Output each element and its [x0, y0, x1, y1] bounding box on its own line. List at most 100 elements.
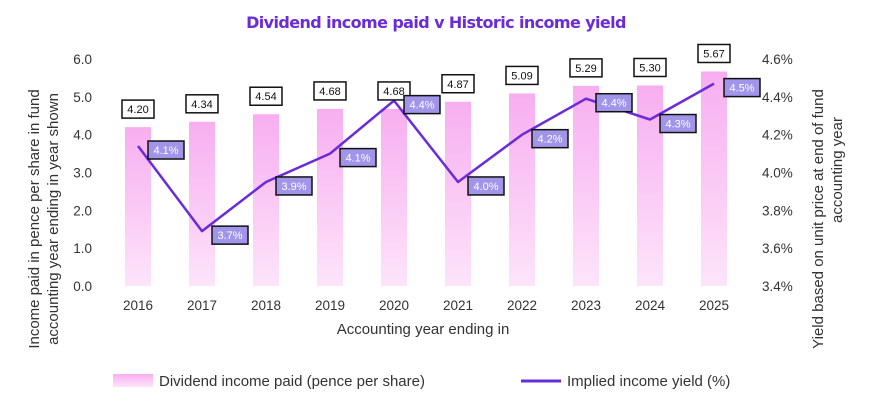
yield-label-box: [531, 128, 569, 149]
y-tick-label: 0.0: [73, 279, 92, 294]
legend-bar-label: Dividend income paid (pence per share): [159, 373, 425, 390]
yield-label-box: [595, 92, 633, 113]
bar-label-text: 5.09: [511, 70, 532, 82]
x-tick-label: 2021: [443, 298, 473, 313]
y2-tick-label: 4.0%: [762, 166, 793, 181]
bar-label-box: [377, 81, 411, 101]
y2-axis-title-line-1: Yield based on unit price at end of fund: [810, 89, 827, 349]
bar-label-box: [121, 99, 155, 119]
yield-label-text: 4.5%: [729, 83, 754, 95]
y-tick-label: 3.0: [73, 166, 92, 181]
yield-value-labels: 4.1% 3.7% 3.9% 4.1% 4.4% 4.0% 4.2% 4.4% 4.3% 4.5%: [147, 77, 761, 245]
yield-label-box: [403, 94, 441, 115]
y2-tick-label: 4.4%: [762, 90, 793, 105]
dividend-bars: [125, 71, 727, 286]
bar-label-box: [185, 94, 219, 114]
yield-label-text: 3.9%: [281, 181, 306, 193]
y2-tick-label: 4.2%: [762, 128, 793, 143]
bar-label-text: 4.68: [383, 86, 404, 98]
x-axis: 2016 2017 2018 2019 2020 2021 2022 2023 2024 2025: [123, 298, 729, 313]
bar-value-label: 4.68: [313, 81, 347, 101]
x-tick-label: 2020: [379, 298, 409, 313]
yield-label-text: 4.0%: [473, 181, 498, 193]
bar-value-label: 4.34: [185, 94, 219, 114]
bar-label-box: [697, 43, 731, 64]
yield-value-label: 3.9%: [275, 176, 313, 196]
dividend-bar: [445, 101, 471, 286]
legend: Dividend income paid (pence per share) I…: [113, 373, 730, 390]
yield-value-label: 4.1%: [147, 140, 185, 160]
x-tick-label: 2023: [571, 298, 601, 313]
yield-label-box: [211, 225, 249, 245]
chart-title: Dividend income paid v Historic income y…: [246, 13, 626, 32]
bar-value-label: 4.68: [377, 81, 411, 101]
y-axis-title-line-1: Income paid in pence per share in fund: [26, 89, 43, 348]
yield-label-box: [467, 176, 505, 196]
yield-label-text: 4.4%: [409, 100, 434, 112]
yield-label-text: 4.4%: [601, 98, 626, 110]
bar-label-text: 5.67: [703, 48, 724, 60]
bar-label-text: 4.34: [191, 99, 212, 111]
bar-value-label: 4.20: [121, 99, 155, 119]
yield-label-box: [275, 176, 313, 196]
yield-label-text: 4.2%: [537, 134, 562, 146]
bar-label-text: 5.29: [575, 63, 596, 75]
yield-label-text: 4.1%: [345, 153, 370, 165]
bar-value-label: 5.30: [633, 57, 667, 78]
bar-label-text: 4.68: [319, 86, 340, 98]
bar-value-label: 5.09: [505, 65, 539, 86]
yield-label-box: [723, 77, 761, 98]
y-axis-title-line-2: accounting year ending in year shown: [45, 93, 62, 345]
yield-label-box: [659, 113, 697, 134]
y-tick-label: 6.0: [73, 52, 92, 67]
x-tick-label: 2018: [251, 298, 281, 313]
bar-label-text: 5.30: [639, 62, 660, 74]
yield-value-label: 4.5%: [723, 77, 761, 98]
y2-tick-label: 4.6%: [762, 52, 793, 67]
legend-line-label: Implied income yield (%): [567, 373, 730, 390]
bar-label-box: [633, 57, 667, 78]
legend-bar-swatch: [113, 374, 153, 387]
dividend-bar: [317, 108, 343, 286]
bar-label-text: 4.87: [447, 79, 468, 91]
yield-label-text: 3.7%: [217, 230, 242, 242]
x-axis-title: Accounting year ending in: [337, 321, 510, 338]
dividend-bar: [701, 71, 727, 286]
yield-label-box: [147, 140, 185, 160]
yield-label-text: 4.1%: [153, 145, 178, 157]
bar-value-label: 5.67: [697, 43, 731, 64]
yield-label-box: [339, 147, 377, 168]
x-tick-label: 2016: [123, 298, 153, 313]
bar-label-text: 4.54: [255, 91, 276, 103]
yield-value-label: 4.2%: [531, 128, 569, 149]
y-tick-label: 5.0: [73, 90, 92, 105]
y2-axis-title-line-2: accounting year: [829, 117, 846, 223]
y-tick-label: 2.0: [73, 203, 92, 218]
bar-label-text: 4.20: [127, 104, 148, 116]
yield-value-label: 3.7%: [211, 225, 249, 245]
dividend-bar: [189, 121, 215, 286]
yield-value-label: 4.4%: [403, 94, 441, 115]
right-axis: 3.4% 3.6% 3.8% 4.0% 4.2% 4.4% 4.6%: [762, 52, 793, 294]
yield-value-label: 4.4%: [595, 92, 633, 113]
bar-label-box: [505, 65, 539, 86]
x-tick-label: 2022: [507, 298, 537, 313]
bar-value-label: 5.29: [569, 58, 603, 78]
bar-label-box: [441, 74, 475, 94]
dividend-bar: [381, 108, 407, 286]
yield-value-label: 4.1%: [339, 147, 377, 168]
y2-tick-label: 3.6%: [762, 241, 793, 256]
y2-tick-label: 3.4%: [762, 279, 793, 294]
dividend-bar: [573, 85, 599, 286]
left-axis: 0.0 1.0 2.0 3.0 4.0 5.0 6.0: [73, 52, 92, 294]
bar-value-label: 4.87: [441, 74, 475, 94]
y2-tick-label: 3.8%: [762, 203, 793, 218]
bar-label-box: [313, 81, 347, 101]
y-tick-label: 4.0: [73, 128, 92, 143]
x-tick-label: 2017: [187, 298, 217, 313]
bar-value-label: 4.54: [249, 86, 283, 106]
dividend-bar: [509, 93, 535, 286]
x-tick-label: 2024: [635, 298, 666, 313]
x-tick-label: 2025: [699, 298, 729, 313]
